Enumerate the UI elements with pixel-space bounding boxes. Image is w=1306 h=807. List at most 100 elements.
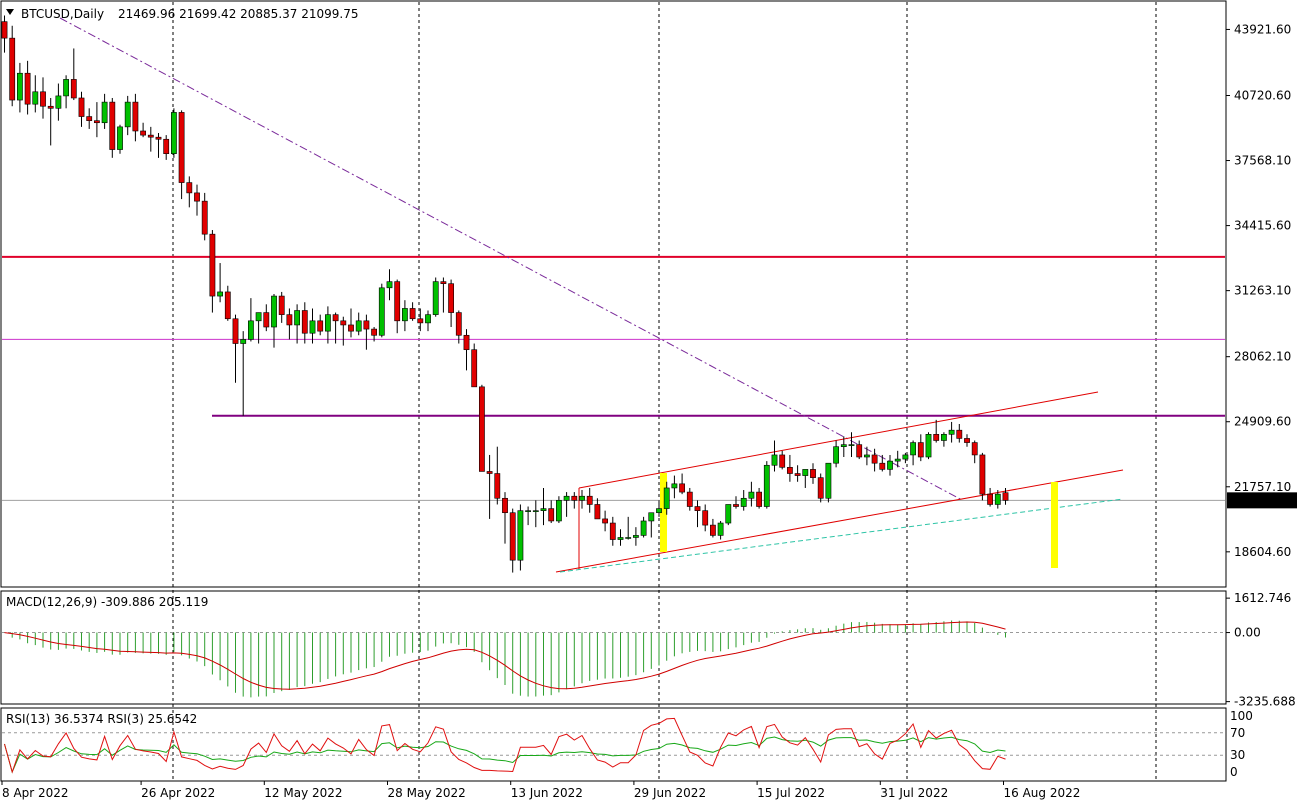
candle-body (702, 510, 709, 526)
channel-upper-line (578, 391, 1099, 489)
candle-body (301, 310, 308, 334)
candle-body (925, 434, 932, 458)
candle-body (948, 429, 955, 435)
candle-body (194, 192, 200, 202)
candle-body (140, 130, 146, 136)
price-tick-label: 24909.60 (1234, 415, 1291, 429)
candles (1, 15, 1009, 573)
candle-body (348, 324, 354, 332)
candle-body (833, 446, 839, 464)
candle-body (902, 454, 909, 460)
date-tick-label: 12 May 2022 (264, 786, 342, 800)
candle-body (201, 200, 208, 235)
candle-body (232, 318, 239, 344)
candle-body (186, 182, 193, 194)
candle-body (271, 295, 277, 328)
candle-body (786, 467, 793, 474)
candle-body (16, 72, 23, 101)
candle-body (656, 508, 662, 514)
candle-body (802, 469, 809, 476)
trendlines (59, 17, 1124, 573)
candle-body (894, 458, 901, 462)
candle-body (917, 442, 924, 458)
candle-body (525, 510, 531, 512)
candle-body (440, 281, 447, 284)
candle-body (964, 438, 970, 443)
candle-body (355, 320, 362, 332)
candle-body (748, 491, 755, 499)
price-tick-label: 40720.60 (1234, 88, 1291, 102)
price-axis: 43921.60 40720.60 37568.10 34415.60 31263.10… (1226, 22, 1297, 779)
candle-body (740, 497, 747, 507)
candle-body (848, 444, 855, 446)
candle-body (509, 512, 516, 561)
date-tick-label: 28 May 2022 (388, 786, 466, 800)
candle-body (632, 535, 639, 538)
horizontal-levels (2, 255, 1225, 501)
candle-body (432, 281, 439, 315)
rsi-tick-label: 70 (1230, 726, 1245, 740)
candle-body (209, 233, 216, 297)
candle-body (933, 434, 940, 441)
price-tick-label: 18604.60 (1234, 545, 1291, 559)
candle-body (63, 79, 69, 97)
price-tick-label: 28062.10 (1234, 350, 1291, 364)
price-tick-label: 21757.10 (1234, 480, 1291, 494)
rsi-tick-label: 100 (1230, 709, 1253, 723)
rsi13-line (4, 736, 1006, 774)
highlight-bar (660, 473, 667, 552)
candle-body (817, 477, 824, 499)
candle-body (709, 524, 716, 536)
candle-body (155, 136, 162, 140)
date-tick-label: 26 Apr 2022 (141, 786, 215, 800)
candle-body (571, 495, 578, 501)
candle-body (217, 291, 223, 297)
candle-body (979, 454, 986, 495)
rsi-tick-label: 30 (1230, 748, 1245, 762)
date-tick-label: 29 Jun 2022 (634, 786, 706, 800)
candle-body (86, 116, 93, 121)
candle-body (586, 495, 593, 505)
candle-body (609, 522, 616, 540)
candle-body (563, 495, 570, 501)
candle-body (409, 308, 416, 320)
candle-body (856, 444, 863, 458)
candle-body (294, 310, 300, 326)
candle-body (478, 386, 485, 472)
macd-tick-label: -3235.688 (1234, 695, 1296, 709)
candle-body (679, 483, 685, 493)
downtrend-line (59, 17, 963, 501)
candle-body (248, 320, 254, 340)
symbol-dropdown-icon[interactable] (6, 9, 14, 15)
candle-body (940, 434, 947, 441)
candle-body (47, 105, 54, 109)
candle-body (124, 101, 131, 128)
candle-body (579, 495, 585, 501)
candle-body (471, 349, 478, 388)
price-tick-label: 43921.60 (1234, 22, 1291, 36)
candle-body (240, 339, 247, 344)
candle-body (309, 320, 316, 334)
candle-body (24, 72, 31, 105)
candle-body (278, 295, 285, 315)
candle-body (340, 320, 347, 326)
macd-panel (2, 620, 1225, 698)
candle-body (101, 101, 108, 124)
candle-body (686, 491, 693, 507)
ohlc-label: 21469.96 21699.42 20885.37 21099.75 (118, 7, 358, 21)
candle-body (871, 454, 878, 464)
candle-body (725, 504, 732, 524)
candle-body (994, 493, 1001, 505)
candle-body (494, 473, 501, 499)
candle-body (32, 91, 39, 105)
symbol-label: BTCUSD,Daily (21, 7, 104, 21)
macd-label: MACD(12,26,9) -309.886 205.119 (6, 595, 208, 609)
candle-body (756, 491, 762, 507)
date-axis: 8 Apr 2022 26 Apr 2022 12 May 2022 28 May 2… (1, 780, 1226, 800)
candle-body (602, 518, 608, 524)
candle-body (733, 504, 739, 507)
candle-body (455, 312, 462, 336)
candle-body (463, 334, 470, 351)
candle-body (879, 462, 886, 470)
